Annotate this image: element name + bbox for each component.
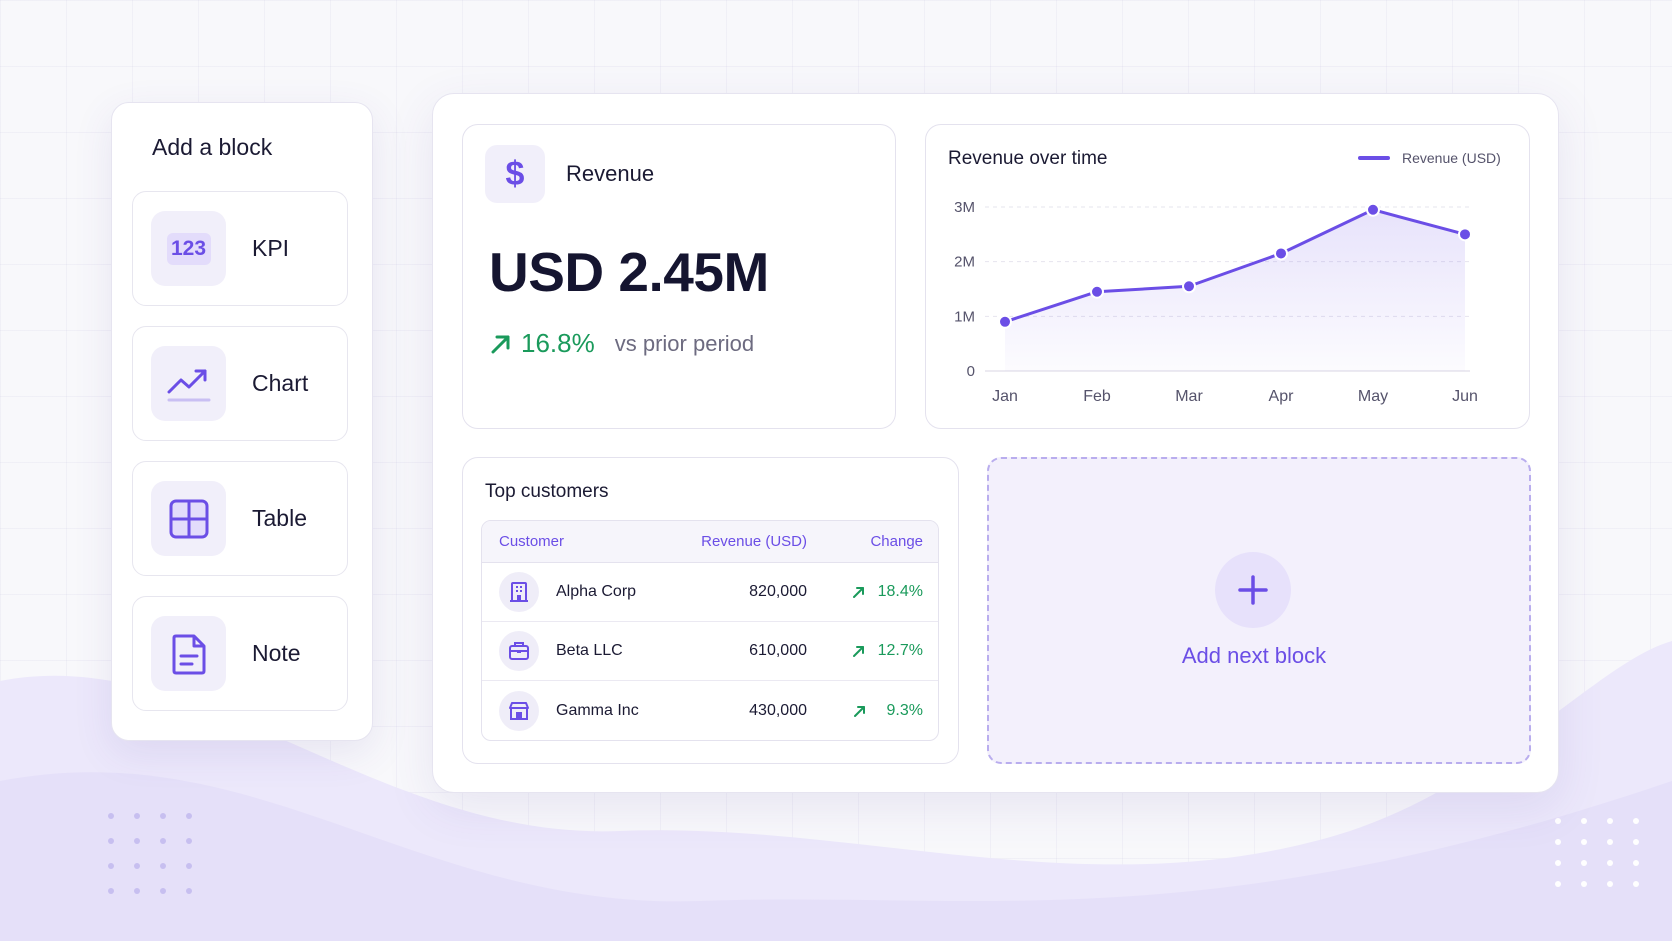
trend-up-arrow-icon (854, 705, 865, 717)
building-icon (499, 572, 539, 612)
customer-revenue: 430,000 (749, 701, 807, 719)
block-option-label: KPI (252, 235, 290, 261)
x-tick-label: Mar (1175, 388, 1203, 405)
block-option-chart[interactable]: Chart (132, 326, 348, 441)
chart-legend: Revenue (USD) (1358, 150, 1501, 166)
trend-up-arrow-icon (852, 646, 864, 657)
x-tick-label: Jan (992, 388, 1018, 405)
chart-title: Revenue over time (948, 148, 1108, 169)
block-option-label: Chart (252, 370, 309, 396)
customer-change: 12.7% (877, 642, 923, 659)
kpi-change-note: vs prior period (614, 330, 755, 356)
dollar-icon: $ (485, 145, 545, 203)
block-option-table[interactable]: Table (132, 461, 348, 576)
customer-name: Beta LLC (556, 642, 623, 659)
column-header-change[interactable]: Change (870, 533, 923, 550)
x-tick-label: Feb (1083, 388, 1111, 405)
data-point (998, 314, 1012, 329)
column-header-revenue[interactable]: Revenue (USD) (701, 533, 807, 550)
line-chart-icon (151, 346, 226, 421)
table-grid-icon (151, 481, 226, 556)
legend-label: Revenue (USD) (1402, 150, 1501, 166)
decorative-dots-right (1555, 818, 1639, 887)
decorative-dots-left (108, 813, 192, 894)
trend-up-arrow-icon (491, 335, 510, 353)
kpi-chip-text: 123 (166, 232, 211, 265)
revenue-line-chart: 0 1M 2M 3M Jan Feb Mar Apr May Jun (954, 199, 1478, 405)
kpi-title: Revenue (566, 161, 655, 186)
add-next-block-label[interactable]: Add next block (1181, 643, 1327, 668)
data-point (1366, 202, 1380, 217)
data-point (1182, 279, 1196, 294)
x-tick-label: Jun (1452, 388, 1478, 405)
panel-title: Add a block (152, 134, 273, 160)
column-header-customer[interactable]: Customer (499, 533, 565, 550)
table-row[interactable]: Alpha Corp 820,000 18.4% (482, 563, 938, 622)
customer-change: 18.4% (877, 583, 923, 600)
note-document-icon (151, 616, 226, 691)
top-customers-card[interactable] (462, 457, 959, 764)
kpi-icon: 123 (151, 211, 226, 286)
storefront-icon (499, 690, 539, 731)
series-area (1005, 209, 1465, 371)
kpi-change: 16.8% vs prior period (489, 328, 754, 359)
data-point (1090, 284, 1104, 299)
series-line (1003, 208, 1467, 324)
data-point (1274, 246, 1288, 261)
legend-swatch (1358, 156, 1390, 160)
table-title: Top customers (485, 481, 609, 502)
table-row[interactable]: Beta LLC 610,000 12.7% (482, 622, 938, 681)
block-option-kpi[interactable]: 123 KPI (132, 191, 348, 306)
x-tick-label: May (1358, 388, 1388, 405)
data-point (1458, 227, 1472, 242)
block-option-label: Note (252, 640, 301, 666)
table-header: Customer Revenue (USD) Change (482, 521, 938, 563)
block-option-label: Table (252, 505, 307, 531)
block-option-note[interactable]: Note (132, 596, 348, 711)
customer-name: Gamma Inc (556, 701, 639, 719)
trend-up-arrow-icon (852, 587, 864, 598)
kpi-value: USD 2.45M (489, 241, 769, 303)
table-row[interactable]: Gamma Inc 430,000 9.3% (482, 681, 938, 740)
background-wave (0, 641, 1672, 941)
y-tick-label: 2M (954, 254, 975, 271)
customer-revenue: 820,000 (749, 583, 807, 600)
y-tick-label: 1M (954, 308, 975, 325)
customer-change: 9.3% (886, 701, 923, 719)
customers-table: Customer Revenue (USD) Change Alpha Corp… (481, 520, 939, 741)
customer-name: Alpha Corp (556, 583, 637, 600)
briefcase-icon (499, 631, 539, 671)
customer-revenue: 610,000 (749, 642, 807, 659)
y-tick-label: 0 (967, 363, 975, 380)
kpi-change-value: 16.8% (521, 328, 595, 358)
plus-icon[interactable] (1215, 552, 1291, 628)
y-tick-label: 3M (954, 199, 975, 216)
x-tick-label: Apr (1269, 388, 1295, 405)
